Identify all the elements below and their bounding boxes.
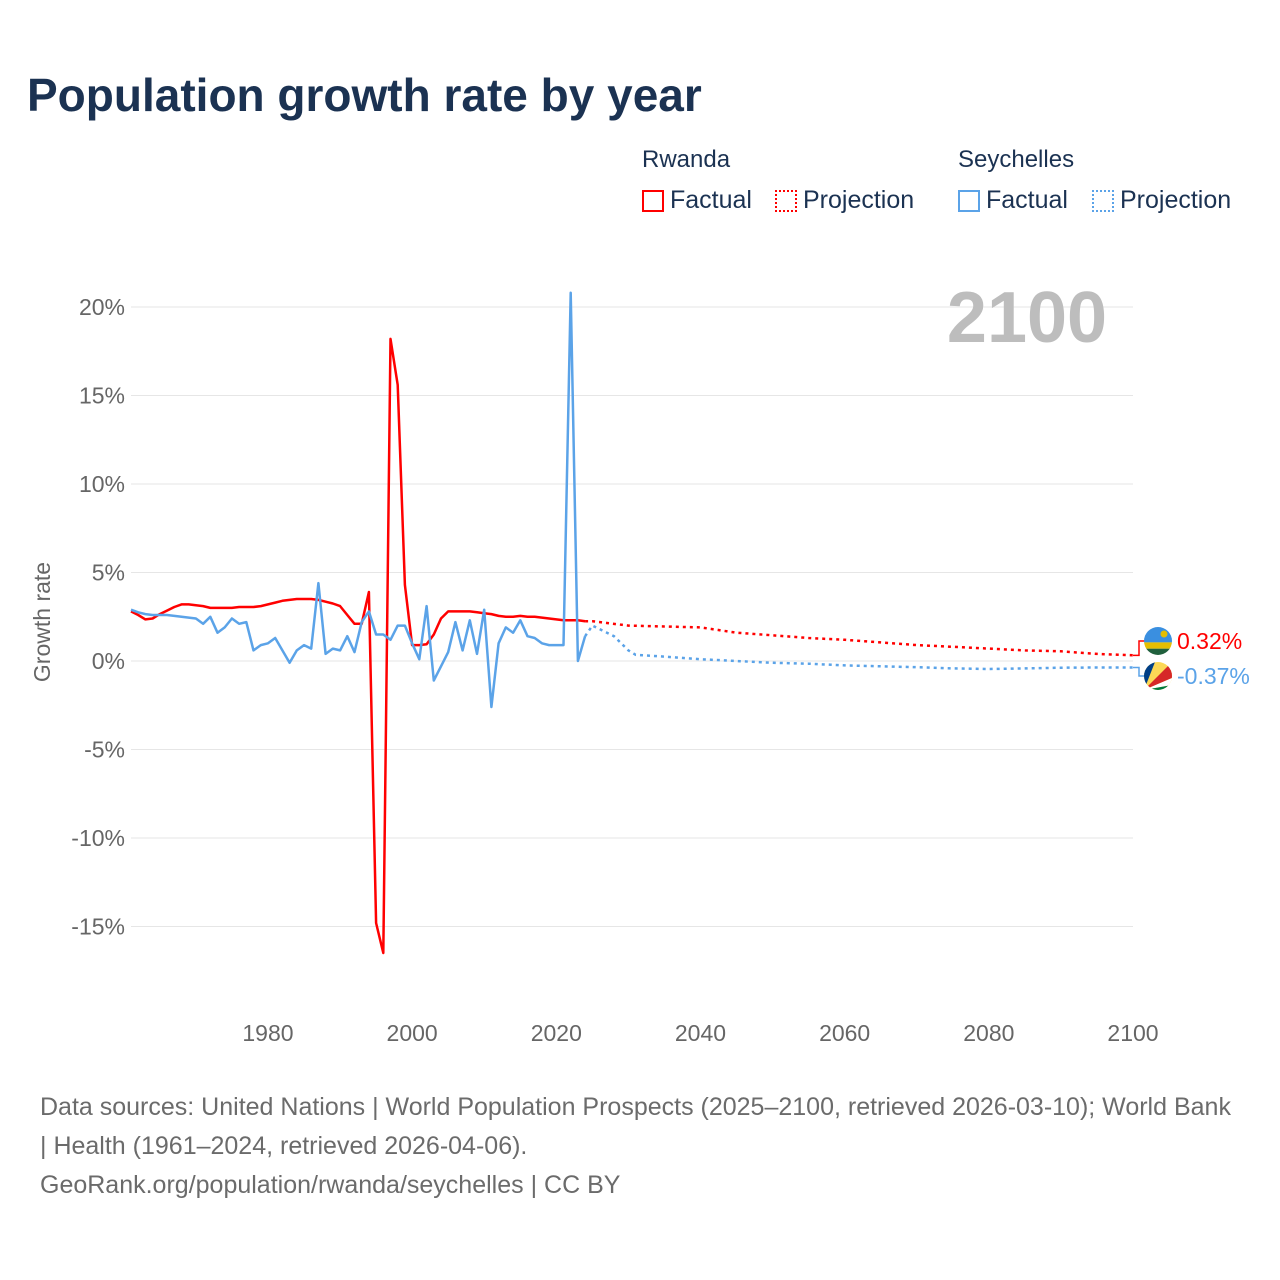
y-tick-label: -15%	[71, 914, 125, 940]
legend-seychelles-projection[interactable]: Projection	[1092, 186, 1231, 215]
seychelles-factual-line	[130, 291, 587, 709]
seychelles-end-connector	[1133, 666, 1145, 677]
legend-group-seychelles: Seychelles	[958, 146, 1075, 173]
flag-stripe	[1144, 627, 1172, 643]
chart-title: Population growth rate by year	[27, 69, 702, 121]
rwanda-end-value: 0.32%	[1177, 628, 1242, 654]
x-tick-label: 2000	[387, 1020, 438, 1046]
legend-label: Factual	[986, 186, 1068, 214]
flag-stripe	[1144, 662, 1155, 690]
credit-link[interactable]: GeoRank.org/population/rwanda/seychelles…	[40, 1171, 621, 1199]
legend-swatch-solid-icon	[958, 189, 980, 212]
rwanda-flag-icon	[1144, 627, 1172, 655]
y-tick-label: 15%	[79, 383, 125, 409]
y-tick-label: 20%	[79, 294, 125, 320]
legend-rwanda-projection[interactable]: Projection	[775, 186, 914, 215]
x-tick-label: 2060	[819, 1020, 870, 1046]
x-tick-label: 1980	[242, 1020, 293, 1046]
legend-label: Projection	[1120, 186, 1232, 214]
rwanda-projection-line	[585, 619, 1134, 657]
legend-seychelles-factual[interactable]: Factual	[958, 186, 1068, 215]
legend-swatch-dotted-icon	[775, 189, 797, 212]
year-overlay: 2100	[947, 278, 1107, 358]
flag-stripe	[1144, 662, 1172, 690]
seychelles-projection-line	[584, 624, 1133, 671]
y-tick-label: -10%	[71, 825, 125, 851]
y-tick-label: -5%	[84, 737, 125, 763]
rwanda-factual-line	[130, 337, 586, 955]
legend-swatch-dotted-icon	[1092, 189, 1114, 212]
x-tick-label: 2040	[675, 1020, 726, 1046]
legend-swatch-solid-icon	[642, 189, 664, 212]
flag-stripe	[1144, 648, 1172, 655]
flag-body	[1144, 662, 1172, 690]
y-tick-label: 0%	[92, 648, 125, 674]
x-tick-label: 2080	[963, 1020, 1014, 1046]
seychelles-end-value: -0.37%	[1177, 663, 1250, 689]
flag-stripe	[1144, 642, 1172, 649]
y-axis-label: Growth rate	[29, 562, 55, 682]
legend-label: Projection	[803, 186, 915, 214]
rwanda-end-connector	[1133, 640, 1145, 657]
legend-rwanda-factual[interactable]: Factual	[642, 186, 752, 215]
flag-stripe	[1144, 678, 1172, 690]
y-tick-label: 5%	[92, 560, 125, 586]
footer: Data sources: United Nations | World Pop…	[40, 1088, 1240, 1205]
flag-body	[1144, 627, 1172, 655]
flag-sun	[1160, 630, 1168, 638]
x-tick-label: 2100	[1107, 1020, 1158, 1046]
y-tick-label: 10%	[79, 471, 125, 497]
data-sources: Data sources: United Nations | World Pop…	[40, 1093, 1231, 1160]
seychelles-flag-icon	[1144, 662, 1172, 690]
legend-label: Factual	[670, 186, 752, 214]
x-tick-label: 2020	[531, 1020, 582, 1046]
legend-group-rwanda: Rwanda	[642, 146, 731, 173]
